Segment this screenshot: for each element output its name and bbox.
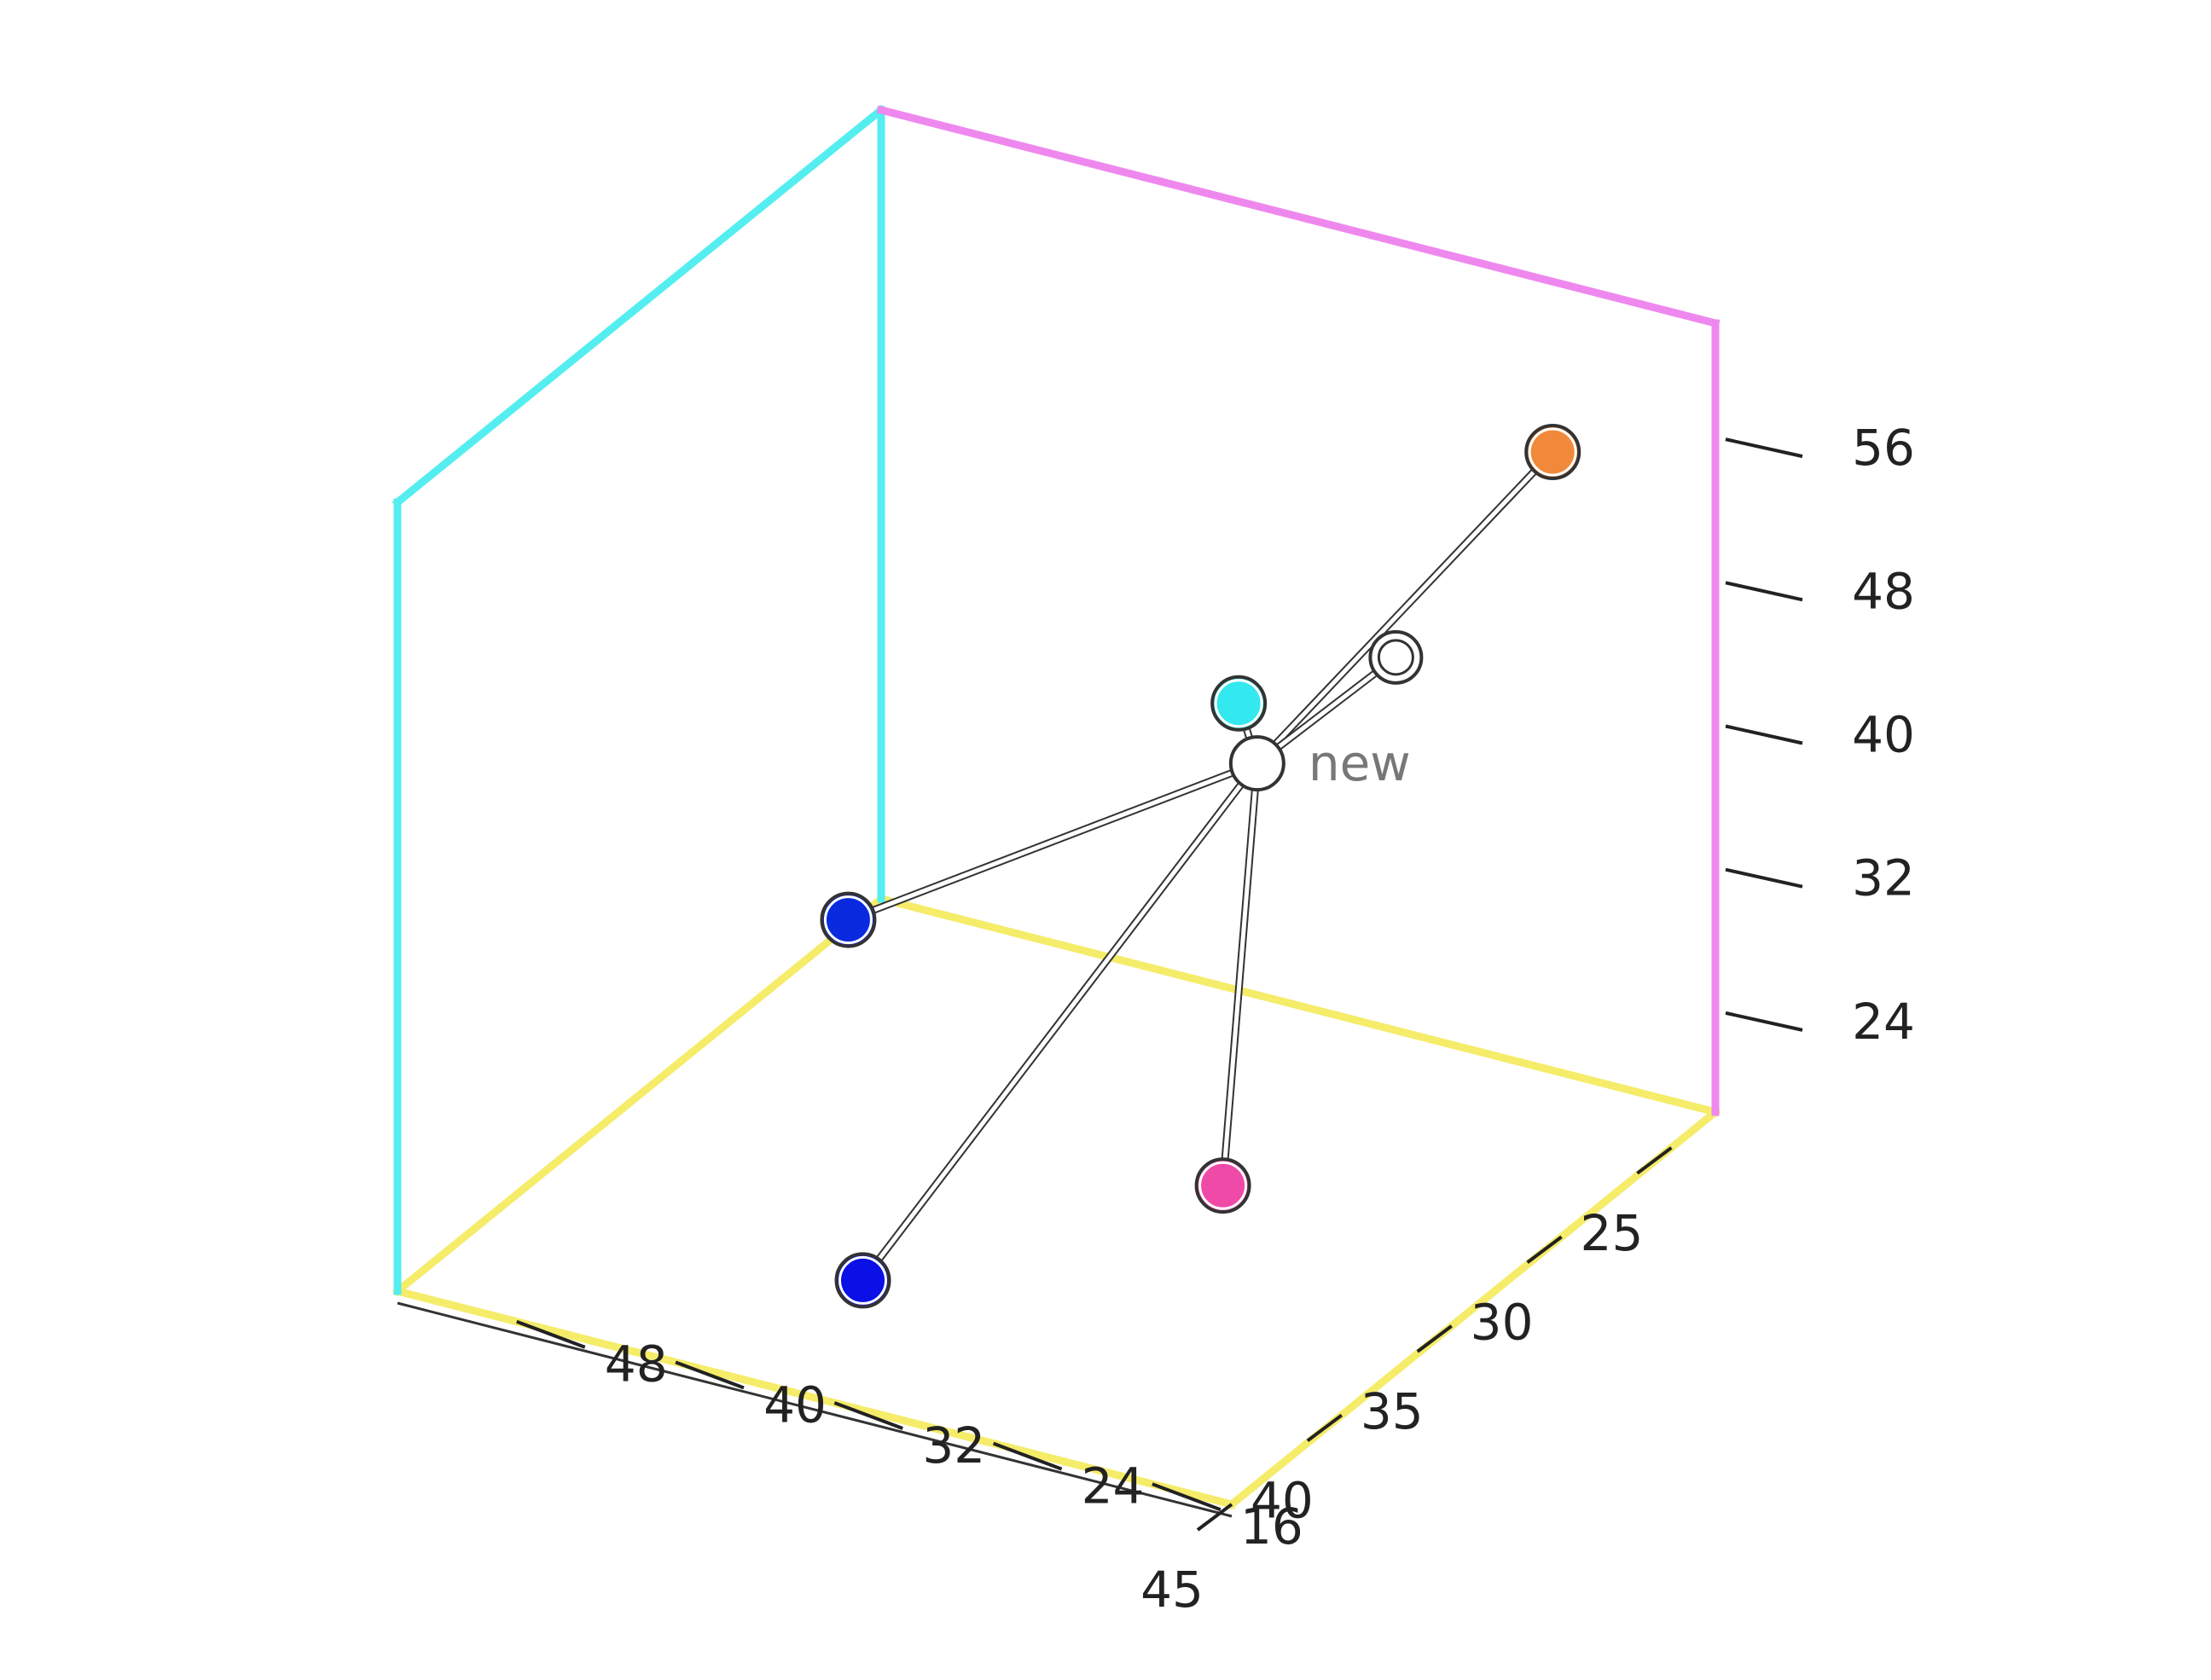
- data-point-ring: [1214, 679, 1263, 728]
- tick-label: 35: [1361, 1382, 1424, 1440]
- tick-mark: [1725, 724, 1803, 745]
- floor-edge: [392, 893, 887, 1297]
- neighbor-link: [861, 762, 1259, 1282]
- tick-label: 24: [1852, 993, 1915, 1051]
- data-point: [1210, 675, 1268, 732]
- tick-label: 48: [1852, 562, 1915, 620]
- right-wall-edge: [876, 105, 1721, 328]
- data-point-ring: [839, 1255, 888, 1305]
- tick-label: 16: [1240, 1498, 1303, 1555]
- tick-label: 40: [1852, 706, 1915, 764]
- tick-label: 40: [763, 1376, 827, 1434]
- tick-label: 30: [1471, 1293, 1534, 1351]
- axis-ticks: 25 30 35 40 45 16 24 32 40 48 24 32 40 48 56: [516, 419, 1915, 1619]
- tick-mark: [1725, 581, 1803, 602]
- data-point: [1194, 1157, 1251, 1214]
- tick-mark: [1196, 1503, 1233, 1532]
- tick-mark: [833, 1401, 903, 1430]
- neighbor-link: [1221, 762, 1260, 1186]
- left-wall-edge: [392, 104, 887, 508]
- tick-label: 32: [1852, 849, 1915, 907]
- query-point: [1228, 735, 1285, 792]
- tick-label: 24: [1082, 1457, 1145, 1515]
- tick-mark: [1416, 1324, 1453, 1353]
- tick-label: 25: [1581, 1204, 1644, 1262]
- tick-label: 45: [1140, 1561, 1204, 1619]
- neighbor-link: [1256, 655, 1397, 766]
- tick-mark: [1725, 1011, 1803, 1032]
- data-points: new: [820, 423, 1581, 1309]
- data-point: [820, 891, 877, 948]
- tick-mark: [1725, 867, 1803, 889]
- neighbor-link: [1256, 450, 1555, 765]
- data-point-ring: [1198, 1161, 1248, 1210]
- data-point-hollow-ring: [1377, 639, 1414, 676]
- tick-mark: [1306, 1413, 1343, 1443]
- tick-mark: [1725, 437, 1803, 459]
- axis-box: [392, 104, 1721, 1518]
- tick-label: 32: [922, 1416, 985, 1474]
- tick-mark: [516, 1319, 586, 1349]
- tick-label: 48: [605, 1335, 668, 1393]
- floor-edge: [392, 1286, 1237, 1509]
- tick-mark: [1636, 1146, 1673, 1175]
- neighbor-links: [846, 449, 1556, 1283]
- data-point-ring: [1233, 739, 1282, 788]
- tick-mark: [992, 1441, 1063, 1471]
- data-point: [1524, 423, 1581, 480]
- tick-mark: [1152, 1482, 1222, 1512]
- data-point-ring: [1528, 427, 1577, 477]
- neighbor-link: [847, 761, 1258, 922]
- point-label: new: [1309, 734, 1411, 792]
- data-point: [834, 1252, 891, 1309]
- tick-mark: [675, 1360, 745, 1390]
- front-edge-shadow: [397, 1301, 1233, 1518]
- tick-label: 56: [1852, 419, 1915, 477]
- tick-mark: [1526, 1235, 1563, 1264]
- floor-edge: [876, 894, 1721, 1117]
- tick-label: 40: [1251, 1471, 1314, 1529]
- data-point-ring: [823, 895, 873, 945]
